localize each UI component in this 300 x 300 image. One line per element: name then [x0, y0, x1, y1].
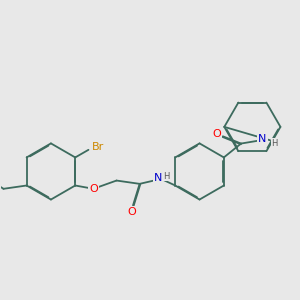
Text: H: H [272, 139, 278, 148]
Text: H: H [163, 172, 169, 181]
Text: N: N [154, 173, 162, 183]
Text: N: N [258, 134, 267, 144]
Text: O: O [212, 129, 220, 139]
Text: Br: Br [92, 142, 104, 152]
Text: O: O [127, 207, 136, 217]
Text: O: O [89, 184, 98, 194]
